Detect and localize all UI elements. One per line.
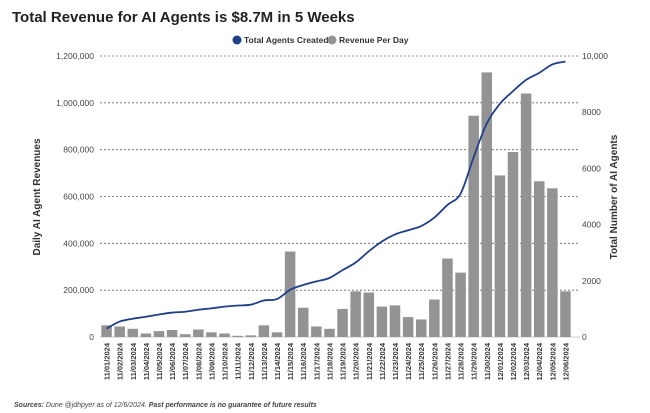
revenue-bar	[206, 332, 217, 337]
y-tick-label: 200,000	[63, 285, 94, 295]
y2-axis-title: Total Number of AI Agents	[609, 134, 620, 259]
x-tick-label: 11/11/2024	[234, 342, 243, 380]
revenue-bar	[520, 93, 532, 337]
x-tick-label: 11/07/2024	[181, 342, 190, 380]
legend-swatch-revenue	[327, 35, 337, 45]
revenue-bar	[442, 258, 453, 337]
revenue-bar	[101, 325, 112, 337]
agents-line	[106, 60, 566, 330]
y2-tick-label: 10,000	[582, 51, 608, 61]
y2-tick-label: 8000	[582, 107, 601, 117]
x-tick-label: 12/04/2024	[535, 342, 544, 380]
revenue-bar	[324, 328, 335, 337]
y2-tick-label: 0	[582, 332, 587, 342]
revenue-bar	[507, 152, 519, 337]
revenue-bar	[127, 328, 139, 337]
x-tick-label: 11/03/2024	[129, 342, 138, 380]
revenue-bar	[166, 329, 178, 337]
x-tick-label: 11/17/2024	[312, 342, 321, 380]
x-tick-label: 11/06/2024	[168, 342, 177, 380]
y-tick-label: 800,000	[63, 145, 94, 155]
x-tick-label: 11/02/2024	[116, 342, 125, 380]
legend-label-agents: Total Agents Created	[244, 35, 329, 45]
revenue-bar	[271, 332, 283, 337]
x-tick-label: 11/04/2024	[142, 342, 151, 380]
x-tick-label: 12/03/2024	[522, 342, 531, 380]
revenue-bar	[481, 72, 493, 338]
revenue-bar	[363, 292, 375, 337]
x-tick-label: 11/12/2024	[247, 342, 256, 380]
x-tick-label: 12/02/2024	[509, 342, 518, 380]
revenue-bar	[468, 115, 479, 338]
x-tick-label: 11/15/2024	[286, 342, 295, 380]
revenue-bar	[179, 334, 191, 337]
revenue-bar	[193, 329, 204, 337]
y-tick-label: 400,000	[63, 238, 94, 248]
y2-tick-label: 4000	[582, 220, 601, 230]
revenue-bar	[219, 333, 230, 337]
revenue-bar	[114, 326, 125, 337]
legend-swatch-agents	[232, 35, 242, 45]
y-tick-label: 1,000,000	[56, 98, 94, 108]
revenue-bar	[350, 291, 361, 337]
x-tick-label: 11/08/2024	[194, 342, 203, 380]
x-tick-label: 11/29/2024	[470, 342, 479, 380]
footer-sources-label: Sources:	[14, 402, 44, 409]
y-axis-title: Daily AI Agent Revenues	[32, 138, 43, 256]
x-tick-label: 11/24/2024	[404, 342, 413, 380]
y-tick-label: 0	[89, 332, 94, 342]
footer-disclaimer: Past performance is no guarantee of futu…	[147, 402, 317, 409]
revenue-bar	[533, 181, 545, 337]
x-tick-label: 11/18/2024	[325, 342, 334, 380]
revenue-bar	[140, 333, 152, 337]
revenue-bar	[311, 326, 322, 337]
x-tick-label: 12/06/2024	[561, 342, 570, 380]
x-tick-label: 11/09/2024	[207, 342, 216, 380]
x-tick-label: 11/23/2024	[391, 342, 400, 380]
x-tick-label: 11/21/2024	[365, 342, 374, 380]
y-tick-label: 1,200,000	[56, 51, 94, 61]
y2-tick-label: 2000	[582, 276, 601, 286]
revenue-bar	[245, 335, 257, 337]
x-tick-label: 11/27/2024	[443, 342, 452, 380]
revenue-bar	[560, 291, 571, 337]
revenue-bar	[389, 305, 401, 337]
revenue-bar	[494, 175, 506, 337]
legend-label-revenue: Revenue Per Day	[339, 35, 409, 45]
revenue-bar	[402, 317, 414, 337]
x-tick-label: 11/26/2024	[430, 342, 439, 380]
revenue-bar	[455, 272, 466, 337]
x-tick-label: 11/14/2024	[273, 342, 282, 380]
x-tick-label: 11/22/2024	[378, 342, 387, 380]
revenue-bar	[547, 188, 558, 337]
x-tick-label: 11/16/2024	[299, 342, 308, 380]
y-tick-label: 600,000	[63, 192, 94, 202]
x-tick-label: 11/05/2024	[155, 342, 164, 380]
revenue-bar	[376, 306, 388, 337]
x-tick-label: 11/13/2024	[260, 342, 269, 380]
x-tick-label: 11/25/2024	[417, 342, 426, 380]
x-tick-label: 11/19/2024	[339, 342, 348, 380]
footer-sources-text: Dune @jdhpyer as of 12/6/2024.	[44, 402, 147, 409]
x-tick-label: 11/30/2024	[483, 342, 492, 380]
revenue-bar	[415, 319, 427, 337]
revenue-bar	[153, 331, 165, 337]
x-tick-label: 11/28/2024	[457, 342, 466, 380]
y2-tick-label: 6000	[582, 163, 601, 173]
footer-note: Sources: Dune @jdhpyer as of 12/6/2024. …	[14, 402, 317, 409]
x-tick-label: 11/20/2024	[352, 342, 361, 380]
x-tick-label: 11/10/2024	[221, 342, 230, 380]
revenue-bar	[284, 251, 296, 337]
x-tick-label: 12/05/2024	[548, 342, 557, 380]
revenue-bar	[232, 335, 243, 337]
revenue-bar	[297, 307, 309, 337]
revenue-bar	[429, 299, 440, 337]
revenue-bar	[337, 308, 348, 337]
chart-title: Total Revenue for AI Agents is $8.7M in …	[12, 9, 355, 26]
legend: Total Agents Created Revenue Per Day	[232, 35, 409, 45]
x-tick-label: 11/01/2024	[103, 342, 112, 380]
x-tick-label: 12/01/2024	[496, 342, 505, 380]
revenue-bar	[258, 325, 270, 337]
